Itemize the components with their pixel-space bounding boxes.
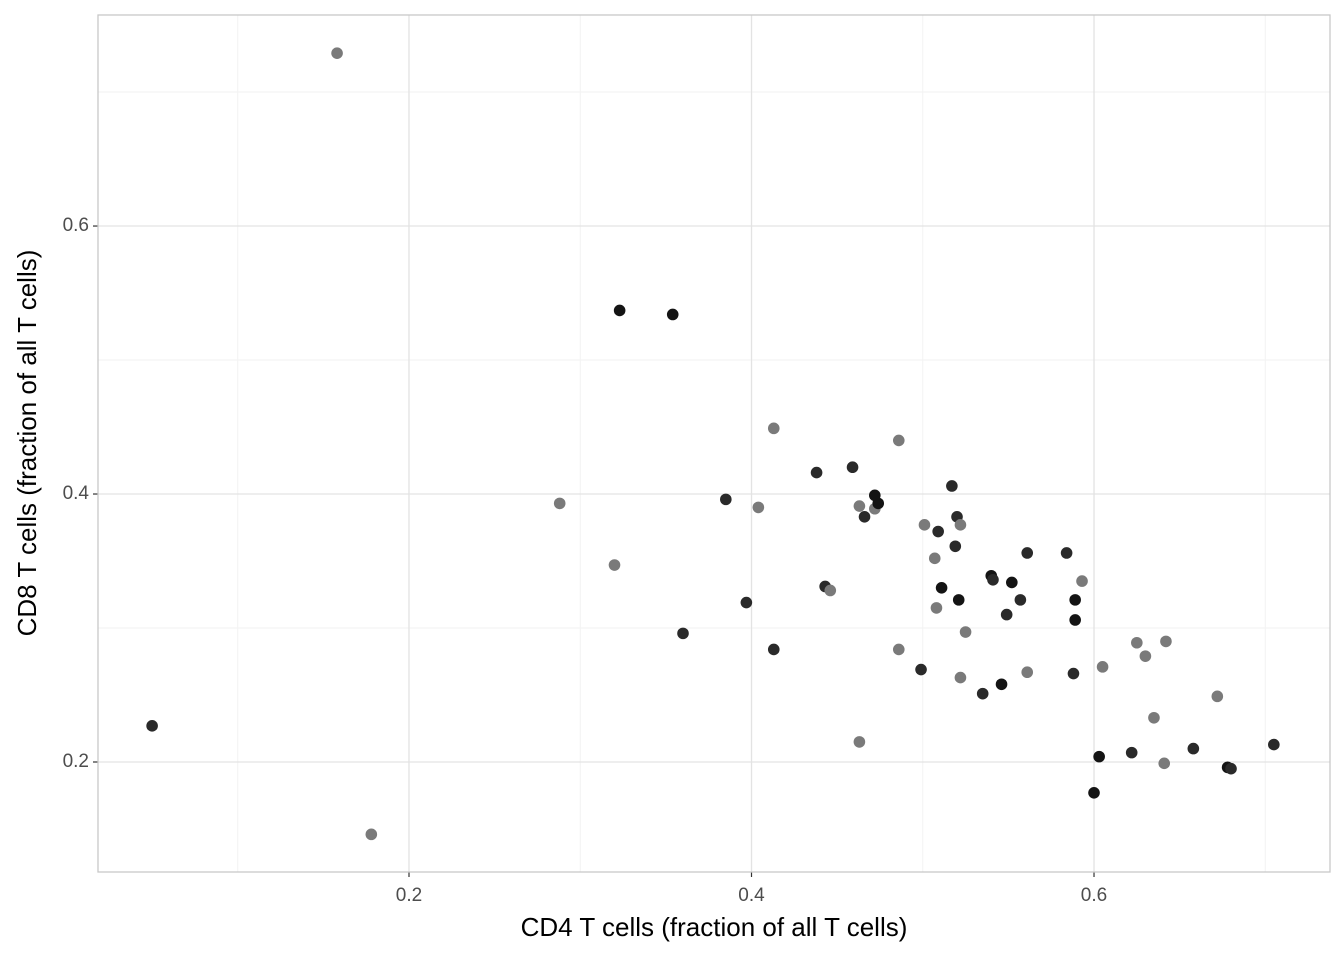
point [858, 510, 871, 523]
point [740, 596, 753, 609]
point [976, 687, 989, 700]
point [1211, 690, 1224, 703]
point [853, 736, 866, 748]
point [1139, 650, 1152, 662]
point [892, 643, 905, 656]
point [1148, 711, 1160, 724]
point [1131, 636, 1143, 649]
point [365, 828, 378, 841]
point [928, 552, 941, 565]
point [1006, 576, 1018, 589]
point [995, 678, 1008, 691]
point [767, 643, 780, 656]
point [1268, 738, 1280, 751]
point [1125, 746, 1138, 759]
point [918, 519, 931, 531]
x-tick-label: 0.2 [396, 885, 422, 906]
point [1021, 666, 1034, 679]
point [553, 497, 566, 510]
point [613, 304, 626, 317]
y-tick-label: 0.2 [63, 751, 89, 772]
point [1060, 547, 1073, 559]
point [608, 559, 621, 571]
x-tick-label: 0.4 [738, 885, 765, 906]
point [666, 308, 679, 321]
point [1076, 575, 1088, 587]
point [932, 525, 944, 538]
point [949, 540, 962, 553]
point [1014, 594, 1027, 606]
point [846, 461, 859, 474]
x-tick-label: 0.6 [1081, 885, 1107, 906]
point [1021, 547, 1034, 559]
point [954, 671, 967, 684]
point [720, 493, 732, 506]
point [1096, 661, 1109, 673]
point [952, 594, 965, 606]
y-tick-label: 0.4 [63, 483, 90, 504]
point [1158, 757, 1171, 770]
y-tick-label: 0.6 [63, 215, 89, 236]
point [1093, 750, 1105, 763]
point [872, 497, 885, 510]
point [1000, 608, 1013, 621]
point [1187, 742, 1200, 755]
point [930, 602, 943, 614]
point [1088, 787, 1100, 799]
y-axis-title: CD8 T cells (fraction of all T cells) [12, 250, 42, 637]
x-axis-title: CD4 T cells (fraction of all T cells) [521, 912, 908, 942]
point [892, 434, 905, 447]
point [853, 500, 866, 512]
point [959, 626, 972, 638]
point [1225, 762, 1237, 775]
point [146, 720, 158, 732]
point [752, 501, 765, 514]
point [935, 582, 948, 594]
point [1069, 594, 1081, 606]
panel-border [97, 14, 1331, 873]
point [1069, 614, 1081, 626]
point [987, 573, 999, 586]
point [915, 663, 927, 676]
point [824, 584, 837, 597]
point [767, 422, 780, 435]
point [1160, 635, 1172, 648]
point [810, 466, 823, 479]
point [954, 519, 967, 531]
point [1067, 667, 1080, 680]
point [946, 480, 958, 492]
point [677, 627, 689, 640]
point [331, 47, 343, 59]
